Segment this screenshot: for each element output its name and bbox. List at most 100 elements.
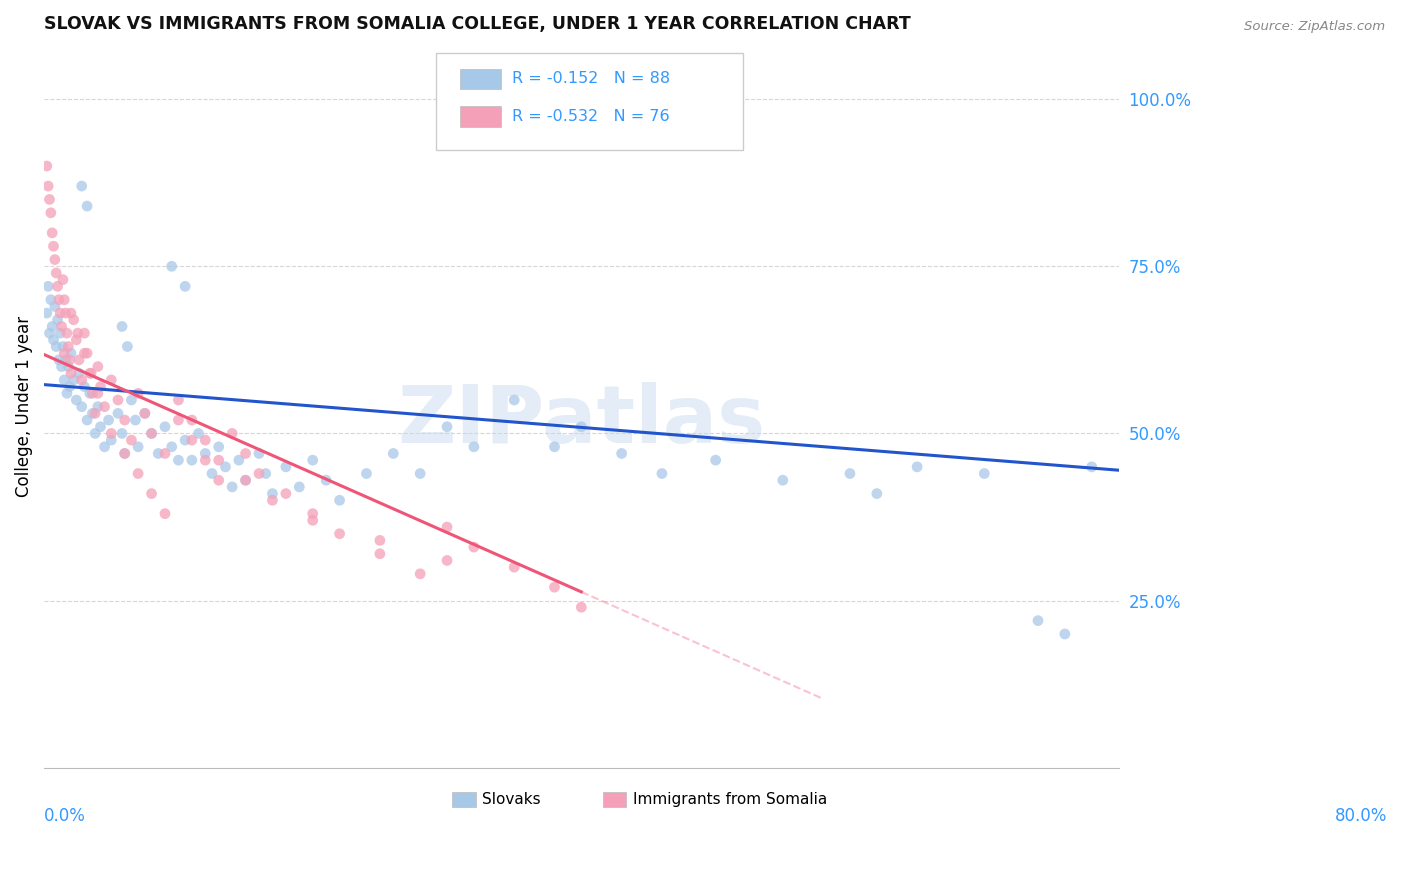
Point bbox=[1053, 627, 1076, 641]
Point bbox=[167, 413, 190, 427]
Point bbox=[37, 279, 59, 293]
Point bbox=[409, 467, 432, 481]
Point bbox=[329, 526, 352, 541]
Point bbox=[48, 293, 70, 307]
Point bbox=[208, 440, 231, 454]
Point bbox=[79, 366, 101, 380]
Point bbox=[167, 453, 190, 467]
Point bbox=[329, 493, 352, 508]
Point bbox=[247, 467, 270, 481]
Point bbox=[180, 413, 202, 427]
Y-axis label: College, Under 1 year: College, Under 1 year bbox=[15, 316, 32, 497]
Point bbox=[503, 392, 526, 407]
Point bbox=[52, 339, 75, 353]
Point bbox=[651, 467, 673, 481]
Point bbox=[84, 406, 107, 420]
Point bbox=[45, 339, 67, 353]
Point bbox=[39, 206, 62, 220]
Point bbox=[107, 392, 129, 407]
Point bbox=[174, 279, 197, 293]
Point bbox=[180, 433, 202, 447]
Point bbox=[153, 419, 176, 434]
Point bbox=[35, 306, 58, 320]
Point bbox=[262, 493, 284, 508]
Point bbox=[194, 453, 217, 467]
Point bbox=[208, 473, 231, 487]
Point bbox=[463, 440, 485, 454]
Point bbox=[93, 400, 115, 414]
Point bbox=[53, 293, 76, 307]
Point bbox=[127, 440, 149, 454]
Point bbox=[46, 279, 69, 293]
Point bbox=[49, 306, 72, 320]
Text: Slovaks: Slovaks bbox=[482, 792, 541, 807]
Point bbox=[117, 339, 139, 353]
Point bbox=[905, 459, 928, 474]
Point bbox=[53, 346, 76, 360]
Point bbox=[127, 386, 149, 401]
Point bbox=[153, 507, 176, 521]
Point bbox=[73, 379, 96, 393]
Point bbox=[839, 467, 862, 481]
Point bbox=[141, 486, 163, 500]
Point bbox=[55, 352, 77, 367]
Point bbox=[56, 386, 79, 401]
Point bbox=[49, 326, 72, 340]
Point bbox=[124, 413, 146, 427]
Point bbox=[114, 446, 136, 460]
Point bbox=[100, 426, 122, 441]
Point bbox=[301, 513, 323, 527]
Point bbox=[436, 553, 458, 567]
Point bbox=[167, 392, 190, 407]
FancyBboxPatch shape bbox=[436, 53, 742, 151]
Point bbox=[208, 453, 231, 467]
Point bbox=[214, 459, 236, 474]
Point bbox=[274, 486, 297, 500]
Point bbox=[44, 252, 66, 267]
Point bbox=[368, 547, 391, 561]
Point bbox=[120, 392, 142, 407]
Point bbox=[59, 366, 82, 380]
Point bbox=[97, 413, 120, 427]
Text: 0.0%: 0.0% bbox=[44, 807, 86, 825]
Point bbox=[463, 540, 485, 554]
Point bbox=[67, 366, 90, 380]
Point bbox=[66, 326, 89, 340]
Point bbox=[973, 467, 995, 481]
Point bbox=[107, 406, 129, 420]
Point bbox=[368, 533, 391, 548]
Point bbox=[73, 346, 96, 360]
Point bbox=[42, 239, 65, 253]
Point bbox=[76, 413, 98, 427]
Point bbox=[93, 440, 115, 454]
Point bbox=[174, 433, 197, 447]
Point bbox=[41, 319, 63, 334]
Point bbox=[1026, 614, 1049, 628]
Point bbox=[221, 480, 243, 494]
Point bbox=[100, 373, 122, 387]
Point bbox=[221, 426, 243, 441]
Point bbox=[87, 400, 110, 414]
Point bbox=[148, 446, 170, 460]
Point bbox=[315, 473, 337, 487]
Point bbox=[436, 419, 458, 434]
Point bbox=[80, 366, 103, 380]
Point bbox=[569, 600, 592, 615]
Point bbox=[45, 266, 67, 280]
Point bbox=[194, 446, 217, 460]
Point bbox=[82, 406, 104, 420]
Text: Source: ZipAtlas.com: Source: ZipAtlas.com bbox=[1244, 20, 1385, 33]
Point bbox=[70, 179, 93, 194]
Point bbox=[409, 566, 432, 581]
Text: 80.0%: 80.0% bbox=[1334, 807, 1388, 825]
Point bbox=[52, 273, 75, 287]
Point bbox=[73, 326, 96, 340]
Bar bbox=[453, 791, 477, 807]
Point bbox=[772, 473, 794, 487]
Point bbox=[134, 406, 156, 420]
Point bbox=[194, 433, 217, 447]
Point bbox=[254, 467, 277, 481]
Point bbox=[35, 159, 58, 173]
Point bbox=[153, 446, 176, 460]
Point bbox=[41, 226, 63, 240]
